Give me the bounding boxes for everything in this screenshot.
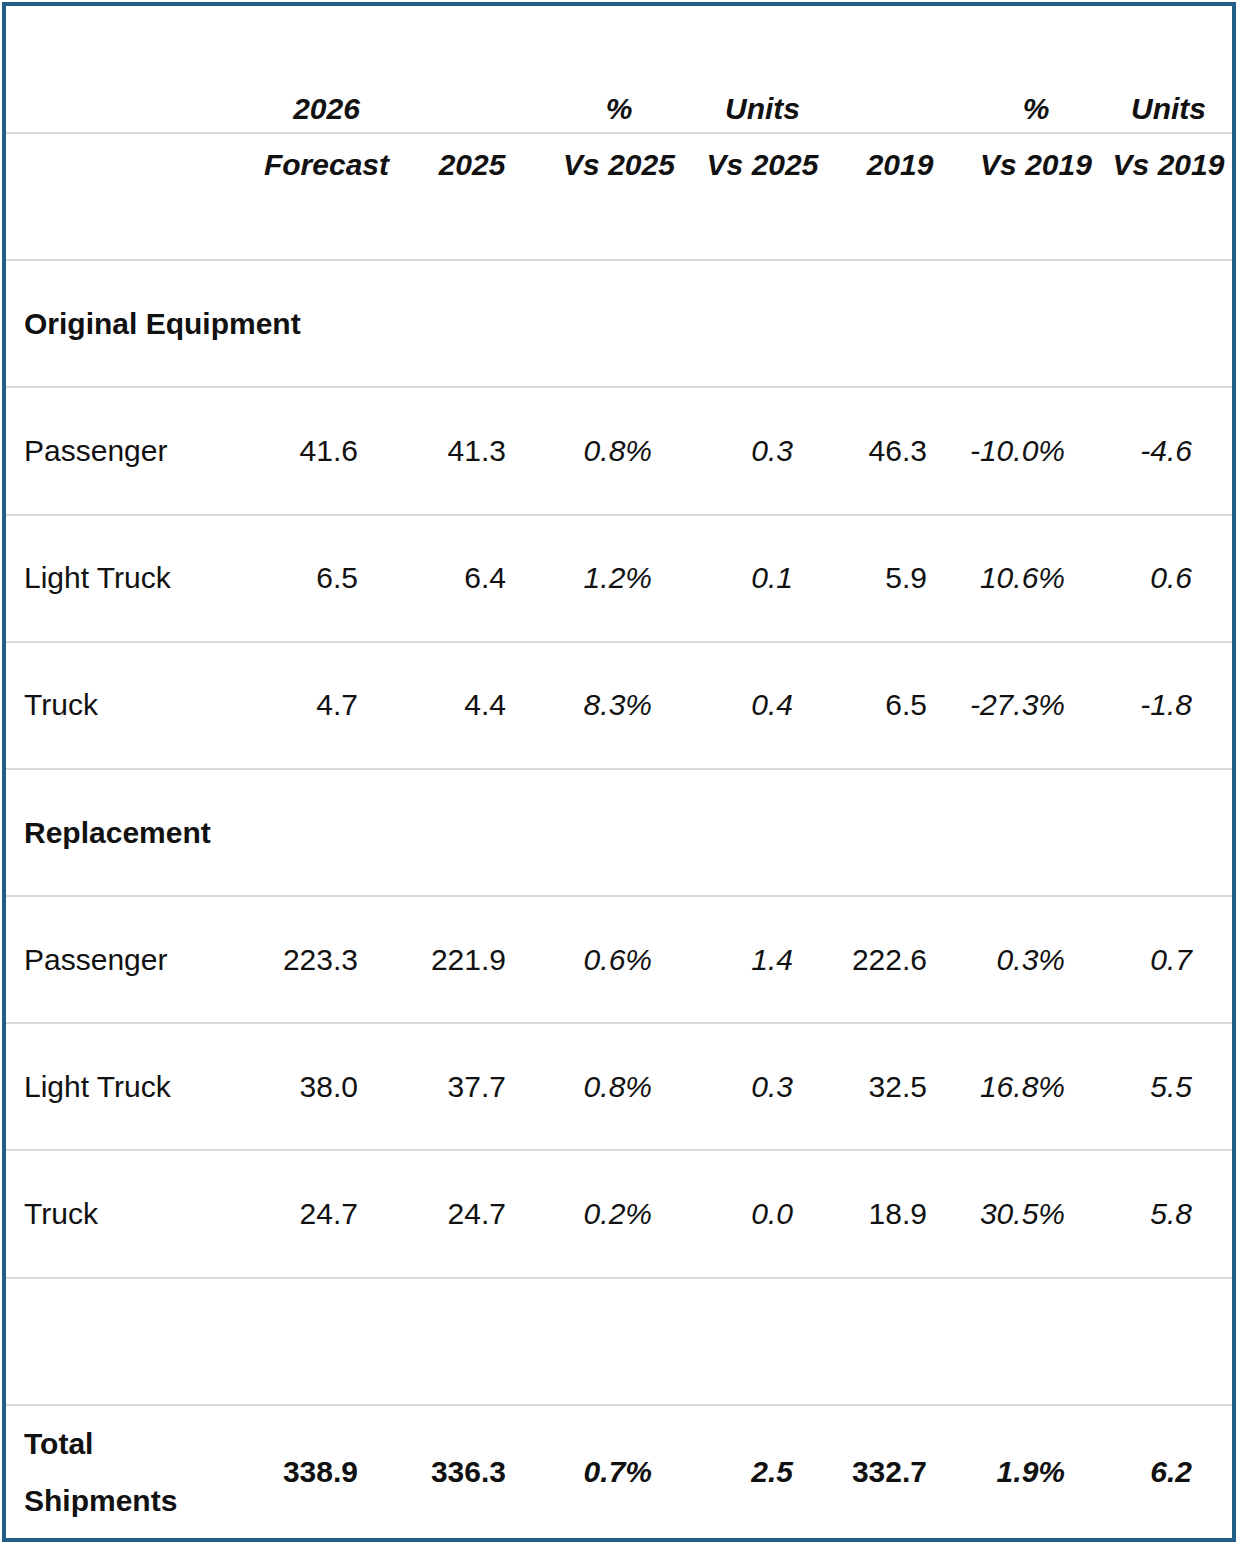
cell-units-vs2025: 0.0	[692, 1150, 833, 1277]
row-label: Light Truck	[6, 1023, 255, 1150]
table-row-rep-passenger: Passenger 223.3 221.9 0.6% 1.4 222.6 0.3…	[6, 896, 1232, 1023]
header-cell-forecast: Forecast	[255, 133, 398, 260]
cell-2025: 41.3	[398, 387, 546, 514]
cell-units-vs2019: 0.7	[1105, 896, 1232, 1023]
cell-2019: 332.7	[833, 1405, 967, 1538]
header-cell-2019: 2019	[833, 133, 967, 260]
cell-units-vs2025: 2.5	[692, 1405, 833, 1538]
cell-2026-forecast: 41.6	[255, 387, 398, 514]
section-row-replacement: Replacement	[6, 769, 1232, 896]
section-label: Original Equipment	[6, 260, 1232, 387]
table-row-oe-light-truck: Light Truck 6.5 6.4 1.2% 0.1 5.9 10.6% 0…	[6, 515, 1232, 642]
empty-row	[6, 1278, 1232, 1405]
header-cell-pct-vs2025: %	[546, 6, 692, 133]
header-cell-blank	[6, 6, 255, 133]
row-label: Light Truck	[6, 515, 255, 642]
cell-units-vs2019: 5.8	[1105, 1150, 1232, 1277]
header-cell-2025: 2025	[398, 133, 546, 260]
cell-pct-vs2025: 0.2%	[546, 1150, 692, 1277]
cell-pct-vs2019: 1.9%	[967, 1405, 1105, 1538]
cell-2025: 24.7	[398, 1150, 546, 1277]
cell-pct-vs2019: 16.8%	[967, 1023, 1105, 1150]
cell-pct-vs2025: 8.3%	[546, 642, 692, 769]
total-label-text: Total Shipments	[24, 1415, 209, 1529]
row-label: Passenger	[6, 896, 255, 1023]
cell-units-vs2025: 0.3	[692, 1023, 833, 1150]
table-row-oe-passenger: Passenger 41.6 41.3 0.8% 0.3 46.3 -10.0%…	[6, 387, 1232, 514]
table-row-oe-truck: Truck 4.7 4.4 8.3% 0.4 6.5 -27.3% -1.8	[6, 642, 1232, 769]
cell-units-vs2019: 5.5	[1105, 1023, 1232, 1150]
cell-pct-vs2019: 10.6%	[967, 515, 1105, 642]
cell-pct-vs2025: 1.2%	[546, 515, 692, 642]
header-cell-units-vs2025: Units	[692, 6, 833, 133]
header-row-bottom: Forecast 2025 Vs 2025 Vs 2025 2019 Vs 20…	[6, 133, 1232, 260]
header-row-top: 2026 % Units % Units	[6, 6, 1232, 133]
cell-pct-vs2025: 0.8%	[546, 1023, 692, 1150]
cell-2025: 4.4	[398, 642, 546, 769]
cell-units-vs2025: 0.4	[692, 642, 833, 769]
header-cell-vs2019: Vs 2019	[1105, 133, 1232, 260]
cell-pct-vs2025: 0.6%	[546, 896, 692, 1023]
cell-2019: 5.9	[833, 515, 967, 642]
cell-pct-vs2025: 0.7%	[546, 1405, 692, 1538]
header-cell-vs2025: Vs 2025	[546, 133, 692, 260]
cell-units-vs2019: -1.8	[1105, 642, 1232, 769]
cell-2019: 222.6	[833, 896, 967, 1023]
header-cell-vs2025: Vs 2025	[692, 133, 833, 260]
header-cell-units-vs2019: Units	[1105, 6, 1232, 133]
cell-2019: 18.9	[833, 1150, 967, 1277]
row-label-total: Total Shipments	[6, 1405, 255, 1538]
table-row-rep-light-truck: Light Truck 38.0 37.7 0.8% 0.3 32.5 16.8…	[6, 1023, 1232, 1150]
section-label: Replacement	[6, 769, 1232, 896]
cell-units-vs2025: 0.3	[692, 387, 833, 514]
header-cell-2026: 2026	[255, 6, 398, 133]
cell-2026-forecast: 4.7	[255, 642, 398, 769]
cell-2019: 6.5	[833, 642, 967, 769]
cell-units-vs2025: 1.4	[692, 896, 833, 1023]
header-cell-blank	[6, 133, 255, 260]
cell-2026-forecast: 338.9	[255, 1405, 398, 1538]
header-cell-pct-vs2019: %	[967, 6, 1105, 133]
header-cell	[833, 6, 967, 133]
cell-2026-forecast: 38.0	[255, 1023, 398, 1150]
cell-2026-forecast: 223.3	[255, 896, 398, 1023]
row-label: Passenger	[6, 387, 255, 514]
section-row-original-equipment: Original Equipment	[6, 260, 1232, 387]
table-frame: 2026 % Units % Units Forecast 2025 Vs 20…	[2, 2, 1236, 1542]
cell-pct-vs2025: 0.8%	[546, 387, 692, 514]
cell-units-vs2025: 0.1	[692, 515, 833, 642]
cell-2026-forecast: 24.7	[255, 1150, 398, 1277]
cell-pct-vs2019: 0.3%	[967, 896, 1105, 1023]
cell-pct-vs2019: -27.3%	[967, 642, 1105, 769]
cell-units-vs2019: -4.6	[1105, 387, 1232, 514]
cell-2026-forecast: 6.5	[255, 515, 398, 642]
empty-cell	[6, 1278, 1232, 1405]
cell-units-vs2019: 0.6	[1105, 515, 1232, 642]
header-cell	[398, 6, 546, 133]
table-row-rep-truck: Truck 24.7 24.7 0.2% 0.0 18.9 30.5% 5.8	[6, 1150, 1232, 1277]
cell-2025: 336.3	[398, 1405, 546, 1538]
row-label: Truck	[6, 642, 255, 769]
cell-2019: 46.3	[833, 387, 967, 514]
cell-pct-vs2019: 30.5%	[967, 1150, 1105, 1277]
cell-units-vs2019: 6.2	[1105, 1405, 1232, 1538]
header-cell-vs2019: Vs 2019	[967, 133, 1105, 260]
total-row: Total Shipments 338.9 336.3 0.7% 2.5 332…	[6, 1405, 1232, 1538]
shipments-table: 2026 % Units % Units Forecast 2025 Vs 20…	[6, 6, 1232, 1538]
cell-2019: 32.5	[833, 1023, 967, 1150]
cell-2025: 37.7	[398, 1023, 546, 1150]
cell-2025: 221.9	[398, 896, 546, 1023]
row-label: Truck	[6, 1150, 255, 1277]
cell-pct-vs2019: -10.0%	[967, 387, 1105, 514]
cell-2025: 6.4	[398, 515, 546, 642]
